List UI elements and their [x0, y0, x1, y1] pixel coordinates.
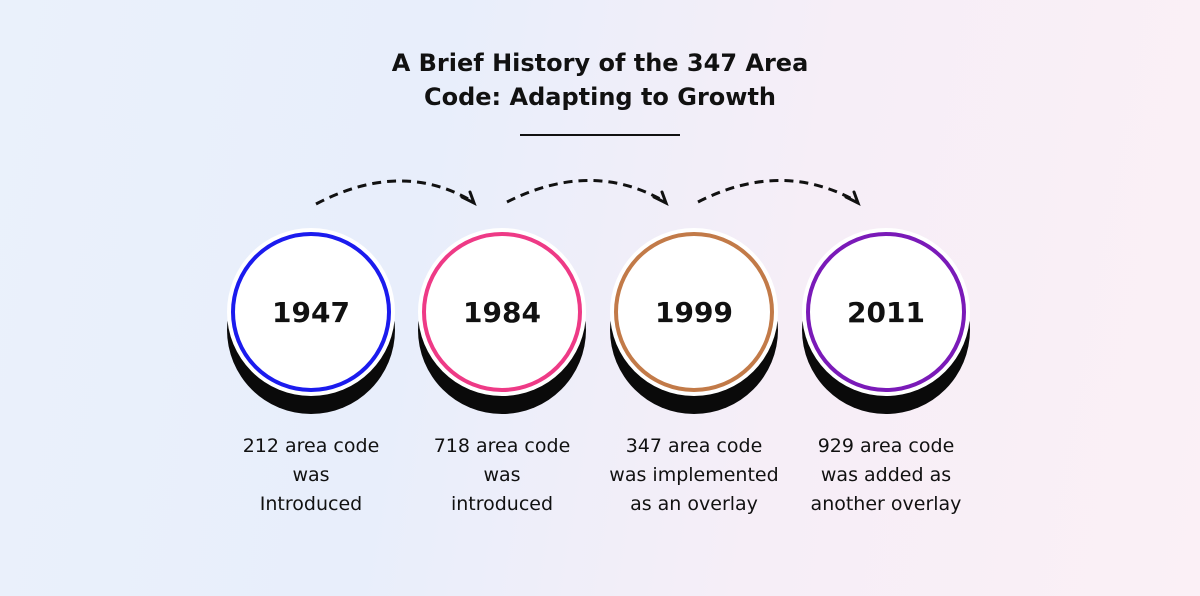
- description-line: 718 area code: [433, 435, 571, 457]
- arrowhead-3-icon: [844, 190, 861, 207]
- milestone-description: 212 area code was Introduced: [211, 432, 411, 519]
- description-line: another overlay: [810, 493, 962, 515]
- milestone-1999: 1999: [610, 228, 780, 418]
- arrowhead-2-icon: [652, 190, 669, 207]
- title-underline: [520, 134, 680, 136]
- title-line-2: Code: Adapting to Growth: [423, 83, 777, 111]
- year-label: 2011: [847, 295, 925, 329]
- title-line-1: A Brief History of the 347 Area: [391, 49, 809, 77]
- year-circle: 2011: [806, 232, 966, 392]
- description-line: was: [483, 464, 521, 486]
- year-circle: 1947: [231, 232, 391, 392]
- description-line: 929 area code: [817, 435, 955, 457]
- arrow-3-icon: [697, 179, 855, 204]
- description-line: introduced: [450, 493, 554, 515]
- page-title: A Brief History of the 347 Area Code: Ad…: [0, 46, 1200, 114]
- description-line: was added as: [820, 464, 952, 486]
- year-label: 1999: [655, 295, 733, 329]
- milestone-2011: 2011: [802, 228, 972, 418]
- arrow-1-icon: [315, 179, 471, 206]
- description-line: was implemented: [609, 464, 779, 486]
- arrowhead-1-icon: [460, 190, 477, 207]
- description-line: was: [292, 464, 330, 486]
- description-line: 212 area code: [242, 435, 380, 457]
- description-line: 347 area code: [625, 435, 763, 457]
- year-label: 1947: [272, 295, 350, 329]
- year-label: 1984: [463, 295, 541, 329]
- milestone-1947: 1947: [227, 228, 397, 418]
- year-circle: 1984: [422, 232, 582, 392]
- description-line: Introduced: [259, 493, 363, 515]
- milestone-description: 347 area code was implemented as an overla…: [594, 432, 794, 519]
- arrow-2-icon: [506, 179, 663, 204]
- milestone-1984: 1984: [418, 228, 588, 418]
- milestone-description: 718 area code was introduced: [402, 432, 602, 519]
- milestone-description: 929 area code was added as another overlay: [786, 432, 986, 519]
- year-circle: 1999: [614, 232, 774, 392]
- description-line: as an overlay: [630, 493, 758, 515]
